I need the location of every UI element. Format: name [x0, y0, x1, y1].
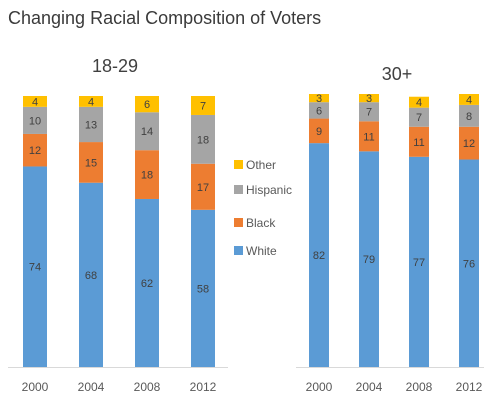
- data-label-30plus-2008-black: 11: [413, 137, 424, 149]
- legend-label-black: Black: [246, 216, 276, 230]
- bar-18-29-2008-hispanic: [135, 112, 159, 151]
- bar-30plus-2000-other: [309, 94, 329, 103]
- data-label-30plus-2008-white: 77: [413, 257, 425, 269]
- x-tick-label-30plus-2004: 2004: [356, 380, 383, 394]
- bar-18-29-2000-white: [23, 166, 47, 367]
- bar-30plus-2004-other: [359, 94, 379, 103]
- bar-18-29-2004-other: [79, 96, 103, 107]
- data-label-30plus-2012-other: 4: [466, 94, 472, 106]
- bar-30plus-2000-hispanic: [309, 102, 329, 119]
- data-label-30plus-2004-white: 79: [363, 254, 375, 266]
- data-label-18-29-2000-black: 12: [29, 145, 41, 157]
- bar-30plus-2012-white: [459, 159, 479, 367]
- bar-30plus-2000-white: [309, 143, 329, 367]
- panel-title-18-29: 18-29: [91, 56, 139, 76]
- data-label-18-29-2008-black: 18: [141, 170, 153, 182]
- bar-18-29-2004-hispanic: [79, 106, 103, 143]
- x-tick-label-18-29-2000: 2000: [22, 380, 49, 394]
- panel-title-30-plus: 30+: [381, 64, 413, 84]
- bar-30plus-2000-black: [309, 118, 329, 144]
- data-label-30plus-2000-hispanic: 6: [316, 105, 322, 117]
- x-tick-label-18-29-2008: 2008: [134, 380, 161, 394]
- bar-18-29-2004-black: [79, 142, 103, 183]
- data-label-30plus-2004-black: 11: [363, 131, 374, 143]
- bar-30plus-2004-black: [359, 121, 379, 152]
- bar-18-29-2012-black: [191, 163, 215, 210]
- data-label-18-29-2004-hispanic: 13: [85, 119, 97, 131]
- data-label-18-29-2012-white: 58: [197, 283, 209, 295]
- bar-30plus-2008-white: [409, 156, 429, 367]
- x-tick-label-18-29-2004: 2004: [78, 380, 105, 394]
- data-label-18-29-2004-other: 4: [88, 96, 94, 108]
- data-label-18-29-2000-hispanic: 10: [29, 115, 41, 127]
- bar-30plus-2004-white: [359, 151, 379, 367]
- bar-18-29-2008-other: [135, 96, 159, 113]
- data-label-30plus-2012-white: 76: [463, 258, 475, 270]
- data-label-18-29-2000-white: 74: [29, 262, 41, 274]
- data-label-30plus-2008-other: 4: [416, 97, 422, 109]
- data-label-18-29-2008-hispanic: 14: [141, 126, 153, 138]
- bar-18-29-2008-white: [135, 198, 159, 367]
- bar-30plus-2008-other: [409, 96, 429, 108]
- legend-swatch-white: [234, 246, 243, 255]
- legend-swatch-black: [234, 218, 243, 227]
- data-label-30plus-2012-black: 12: [463, 138, 475, 150]
- legend-label-white: White: [246, 244, 277, 258]
- bar-30plus-2012-black: [459, 126, 479, 160]
- bar-30plus-2004-hispanic: [359, 102, 379, 122]
- data-label-30plus-2008-hispanic: 7: [416, 112, 422, 124]
- data-label-30plus-2012-hispanic: 8: [466, 111, 472, 123]
- bar-30plus-2008-black: [409, 126, 429, 157]
- bar-18-29-2012-hispanic: [191, 114, 215, 164]
- data-label-18-29-2012-black: 17: [197, 182, 209, 194]
- bar-30plus-2012-hispanic: [459, 104, 479, 127]
- data-label-18-29-2008-other: 6: [144, 99, 150, 111]
- data-label-30plus-2000-white: 82: [313, 250, 325, 262]
- bar-18-29-2000-other: [23, 96, 47, 107]
- bar-18-29-2008-black: [135, 150, 159, 199]
- data-label-18-29-2004-black: 15: [85, 157, 97, 169]
- x-tick-label-18-29-2012: 2012: [190, 380, 217, 394]
- data-label-18-29-2004-white: 68: [85, 270, 97, 282]
- bar-18-29-2004-white: [79, 182, 103, 367]
- bar-30plus-2012-other: [459, 94, 479, 105]
- data-label-30plus-2000-black: 9: [316, 126, 322, 138]
- page-title: Changing Racial Composition of Voters: [8, 8, 322, 28]
- legend-swatch-other: [234, 160, 243, 169]
- data-label-30plus-2004-other: 3: [366, 93, 372, 105]
- data-label-18-29-2012-hispanic: 18: [197, 134, 209, 146]
- legend-label-other: Other: [246, 158, 276, 172]
- bar-18-29-2000-hispanic: [23, 106, 47, 134]
- bar-18-29-2000-black: [23, 133, 47, 167]
- data-label-30plus-2000-other: 3: [316, 93, 322, 105]
- data-label-18-29-2008-white: 62: [141, 278, 153, 290]
- data-label-18-29-2012-other: 7: [200, 100, 206, 112]
- x-tick-label-30plus-2008: 2008: [406, 380, 433, 394]
- data-label-18-29-2000-other: 4: [32, 96, 38, 108]
- legend-label-hispanic: Hispanic: [246, 183, 292, 197]
- bar-18-29-2012-white: [191, 209, 215, 367]
- x-tick-label-30plus-2000: 2000: [306, 380, 333, 394]
- bar-30plus-2008-hispanic: [409, 107, 429, 127]
- legend-swatch-hispanic: [234, 185, 243, 194]
- x-tick-label-30plus-2012: 2012: [456, 380, 483, 394]
- data-label-30plus-2004-hispanic: 7: [366, 107, 372, 119]
- bar-18-29-2012-other: [191, 96, 215, 115]
